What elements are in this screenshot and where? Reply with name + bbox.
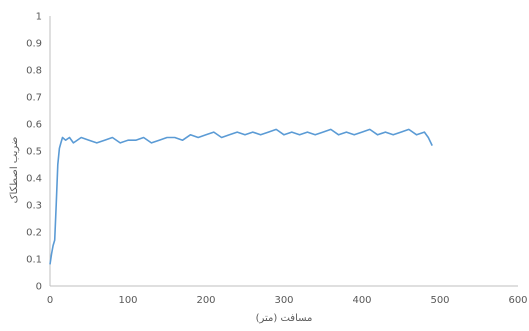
y-tick-label: 0.8 [26, 66, 42, 77]
x-tick-label: 100 [118, 295, 137, 306]
x-tick-label: 600 [508, 295, 527, 306]
y-tick-label: 0.7 [26, 93, 42, 104]
y-axis-label: ضریب اصطکاک [9, 137, 20, 204]
series-line-1 [49, 128, 433, 265]
y-tick-label: 0 [36, 282, 42, 293]
x-tick-label: 400 [352, 295, 371, 306]
y-tick-label: 0.6 [26, 120, 42, 131]
y-tick-label: 0.3 [26, 201, 42, 212]
y-tick-label: 1 [36, 12, 42, 23]
y-tick-label: 0.9 [26, 39, 42, 50]
x-tick-label: 500 [430, 295, 449, 306]
y-tick-label: 0.5 [26, 147, 42, 158]
x-tick-label: 300 [274, 295, 293, 306]
y-tick-label: 0.2 [26, 228, 42, 239]
y-tick-label: 0.4 [26, 174, 42, 185]
x-tick-label: 0 [47, 295, 53, 306]
x-axis-label: مسافت (متر) [256, 313, 313, 324]
x-tick-label: 200 [196, 295, 215, 306]
y-tick-label: 0.1 [26, 255, 42, 266]
